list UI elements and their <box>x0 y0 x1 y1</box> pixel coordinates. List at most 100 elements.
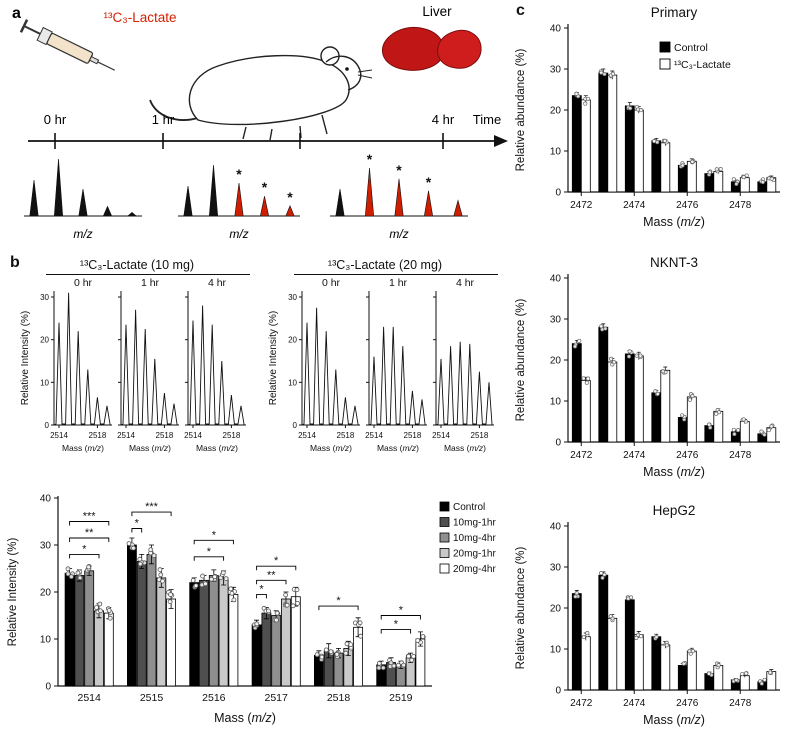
x-tick-label: 2518 <box>156 431 174 440</box>
data-point <box>585 376 591 381</box>
hepg2-bar-chart: HepG2 0 10 20 30 40 Relative abundance (%) 2472… <box>515 503 780 727</box>
bar <box>571 95 582 193</box>
legend-swatch <box>659 41 671 53</box>
x-tick-label: 2518 <box>327 692 351 704</box>
data-point <box>762 432 767 437</box>
x-tick-label: 2474 <box>623 698 646 709</box>
data-point <box>228 586 234 592</box>
bar <box>739 177 750 193</box>
data-point <box>319 654 325 660</box>
significance-bracket <box>69 553 100 559</box>
data-point <box>65 571 71 577</box>
y-tick-label: 20 <box>550 356 562 367</box>
legend-label: 10mg-4hr <box>453 533 496 544</box>
bar <box>571 343 582 443</box>
data-point <box>65 566 71 572</box>
subplot-title: 1 hr <box>389 277 408 289</box>
data-point <box>98 608 103 614</box>
x-tick-label: 2476 <box>676 698 699 709</box>
significance-label: * <box>135 518 140 530</box>
timeline <box>28 133 508 149</box>
x-tick-label: 2516 <box>202 692 226 704</box>
data-point <box>388 660 394 666</box>
spectra-group-overline <box>46 274 250 275</box>
subplot-title: 4 hr <box>208 277 227 289</box>
data-point <box>69 574 74 580</box>
data-point <box>759 681 764 686</box>
significance-label: ** <box>267 569 276 581</box>
data-point <box>376 660 382 666</box>
data-point <box>609 356 614 361</box>
labeled-peak <box>364 167 375 217</box>
legend-swatch <box>439 532 450 543</box>
data-point <box>741 417 746 422</box>
data-point <box>660 369 666 374</box>
data-point <box>600 575 605 580</box>
spectrum-trace <box>187 305 245 426</box>
data-point <box>716 663 721 668</box>
x-tick-label: 2474 <box>623 450 646 461</box>
y-tick-label: 20 <box>288 336 297 345</box>
data-point <box>690 393 695 399</box>
significance-label: * <box>336 595 341 607</box>
data-point <box>193 583 199 588</box>
y-tick-label: 40 <box>550 274 562 285</box>
data-point <box>160 578 165 584</box>
data-point <box>131 545 137 551</box>
x-tick-label: 2476 <box>676 450 699 461</box>
bar <box>739 421 750 443</box>
panel-c: c Primary 0 10 20 30 40 Relative abundance (%)… <box>510 0 790 750</box>
y-tick-label: 0 <box>555 188 561 199</box>
y-tick-label: 10 <box>550 147 562 158</box>
data-point <box>106 608 112 613</box>
data-point <box>573 594 578 599</box>
x-axis-label: Mass (m/z) <box>444 443 486 453</box>
x-axis-label: Mass (m/z) <box>310 443 352 453</box>
panel-a: a ¹³C₃-Lactate <box>0 0 510 252</box>
y-axis-label: Relative Intensity (%) <box>7 538 19 647</box>
bar <box>251 624 262 687</box>
chart-title: Primary <box>651 5 698 20</box>
data-point <box>759 429 764 434</box>
schematic-spectra: * * * * * * <box>24 151 468 217</box>
spectra-plots-10mg: Relative Intensity (%) 0 hr 0 10 20 30 2514 251… <box>20 277 246 453</box>
bar <box>598 326 609 443</box>
data-point <box>599 571 604 576</box>
data-point <box>653 389 658 394</box>
data-point <box>343 650 349 656</box>
data-point <box>323 647 329 653</box>
bar <box>633 109 644 193</box>
panel-b: b ¹³C₃-Lactate (10 mg) Relative Intensit… <box>0 252 510 750</box>
data-point <box>401 662 407 668</box>
x-axis-label: Mass (m/z) <box>643 465 705 479</box>
x-tick-label: 2517 <box>264 692 288 704</box>
mouse-body <box>188 54 350 126</box>
data-point <box>137 556 143 562</box>
bar <box>651 140 662 193</box>
data-point <box>664 643 669 648</box>
data-point <box>680 163 685 168</box>
bar <box>127 544 137 687</box>
data-point <box>768 670 773 675</box>
data-point <box>334 651 340 657</box>
labeled-peak <box>234 182 244 217</box>
bar <box>146 554 157 687</box>
data-point <box>611 360 617 365</box>
primary-bar-chart: Primary 0 10 20 30 40 Relative abundance (%) 24… <box>515 5 780 229</box>
spectra-group-overline <box>294 274 498 275</box>
peak <box>126 212 138 217</box>
peak <box>335 188 345 217</box>
labeled-peak <box>285 205 295 217</box>
data-point <box>744 173 749 178</box>
bar <box>713 410 724 443</box>
bar <box>228 594 239 687</box>
data-point <box>603 326 608 331</box>
x-tick-label: 2478 <box>729 450 752 461</box>
bar <box>607 617 618 691</box>
bar <box>166 598 177 687</box>
x-tick-label: 2518 <box>337 431 355 440</box>
mouse-head <box>325 55 362 91</box>
bar <box>624 353 635 443</box>
data-point <box>732 432 737 437</box>
legend-swatch <box>439 563 450 574</box>
